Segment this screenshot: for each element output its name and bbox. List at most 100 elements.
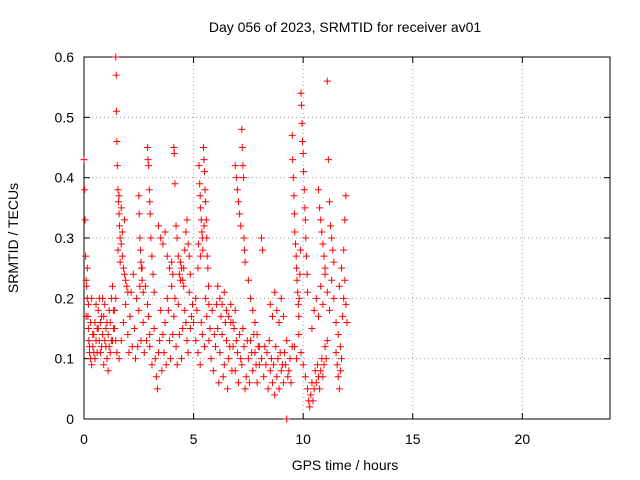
data-point — [122, 276, 130, 284]
data-point — [142, 337, 150, 345]
data-point — [327, 222, 335, 230]
data-point — [222, 306, 230, 314]
data-point — [146, 331, 154, 339]
data-point — [106, 349, 114, 357]
data-point — [163, 294, 171, 302]
data-point — [209, 367, 217, 375]
data-point — [87, 318, 95, 326]
data-point — [183, 337, 191, 345]
data-point — [194, 240, 202, 248]
data-point — [96, 318, 104, 326]
data-point — [216, 294, 224, 302]
data-point — [235, 198, 243, 206]
data-point — [261, 343, 269, 351]
data-point — [322, 355, 330, 363]
data-point — [175, 331, 183, 339]
data-points — [80, 53, 351, 423]
data-point — [170, 312, 178, 320]
data-point — [240, 246, 248, 254]
data-point — [94, 325, 102, 332]
x-tick-label: 15 — [405, 431, 421, 447]
data-point — [225, 355, 233, 363]
data-point — [241, 385, 249, 393]
data-point — [236, 331, 244, 339]
data-point — [323, 77, 331, 85]
data-point — [135, 306, 143, 314]
data-point — [85, 337, 93, 345]
data-point — [139, 288, 147, 296]
data-point — [123, 282, 131, 290]
data-point — [215, 379, 223, 387]
data-point — [149, 270, 157, 278]
data-point — [258, 355, 266, 363]
y-tick-label: 0.2 — [55, 290, 75, 306]
data-point — [176, 258, 184, 266]
data-point — [200, 222, 208, 230]
data-point — [171, 294, 179, 302]
data-point — [172, 343, 180, 351]
data-point — [163, 252, 171, 260]
data-point — [148, 361, 156, 369]
data-point — [238, 144, 246, 151]
data-point — [164, 306, 172, 314]
data-point — [145, 162, 153, 170]
data-point — [249, 367, 257, 375]
data-point — [277, 294, 285, 302]
data-point — [115, 210, 123, 218]
data-point — [319, 240, 327, 248]
data-point — [228, 367, 236, 375]
data-point — [199, 246, 207, 254]
data-point — [184, 240, 192, 248]
data-point — [181, 306, 189, 314]
data-point — [301, 204, 309, 212]
data-point — [161, 318, 169, 326]
data-point — [283, 415, 291, 423]
data-point — [335, 282, 343, 290]
data-point — [115, 198, 123, 206]
data-point — [270, 361, 278, 369]
data-point — [332, 349, 340, 357]
data-point — [136, 234, 144, 242]
data-point — [284, 373, 292, 381]
data-point — [196, 180, 204, 188]
data-point — [244, 355, 252, 363]
data-point — [204, 282, 212, 290]
data-point — [299, 137, 307, 145]
data-point — [329, 246, 337, 254]
data-point — [103, 318, 111, 326]
data-point — [112, 107, 120, 115]
data-point — [159, 331, 167, 339]
x-axis-ticks: 0 5 10 15 20 — [80, 57, 530, 447]
data-point — [137, 258, 145, 266]
data-point — [317, 216, 325, 224]
data-point — [182, 318, 190, 326]
data-point — [218, 331, 226, 339]
data-point — [293, 276, 301, 284]
data-point — [178, 355, 186, 363]
data-point — [224, 385, 232, 393]
data-point — [336, 367, 344, 375]
data-point — [239, 162, 247, 170]
data-point — [170, 144, 178, 151]
data-point — [330, 294, 338, 302]
data-point — [263, 349, 271, 357]
data-point — [98, 312, 106, 320]
y-tick-label: 0.6 — [55, 49, 75, 65]
data-point — [252, 361, 260, 369]
data-point — [318, 228, 326, 236]
data-point — [197, 252, 205, 260]
data-point — [253, 379, 261, 387]
data-point — [103, 355, 111, 363]
data-point — [302, 252, 310, 260]
data-point — [315, 312, 323, 320]
data-point — [145, 186, 153, 194]
data-point — [116, 222, 124, 230]
data-point — [182, 228, 190, 236]
data-point — [150, 325, 158, 332]
data-point — [130, 325, 138, 332]
data-point — [321, 270, 329, 278]
data-point — [237, 355, 245, 363]
data-point — [205, 300, 213, 308]
data-point — [299, 150, 307, 158]
data-point — [119, 264, 127, 272]
